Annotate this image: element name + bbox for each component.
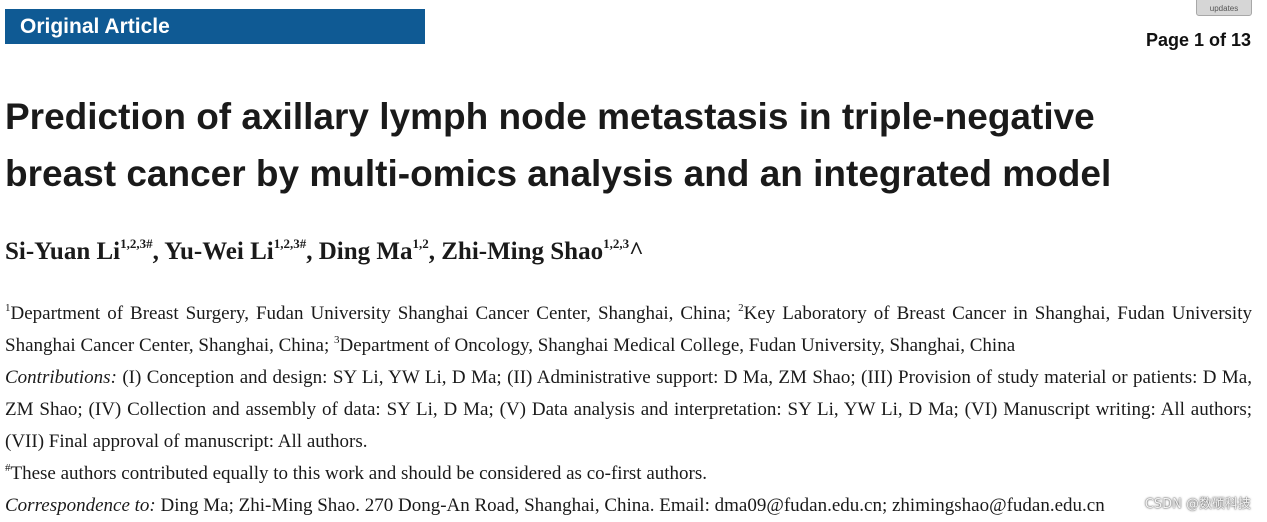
affiliation-text: Department of Oncology, Shanghai Medical… — [339, 335, 1016, 356]
author-affiliation-marker: 1,2,3# — [120, 236, 153, 251]
article-title: Prediction of axillary lymph node metast… — [5, 88, 1255, 202]
equal-contribution-note: #These authors contributed equally to th… — [5, 458, 1252, 490]
correspondence: Correspondence to: Ding Ma; Zhi-Ming Sha… — [5, 490, 1252, 522]
affiliation-number: 1 — [5, 302, 11, 314]
title-line-1: Prediction of axillary lymph node metast… — [5, 96, 1095, 137]
affiliation-text: Department of Breast Surgery, Fudan Univ… — [10, 303, 739, 324]
article-type-banner: Original Article — [5, 9, 425, 44]
author-affiliation-marker: 1,2,3# — [273, 236, 307, 251]
affiliation-number: 3 — [334, 334, 340, 346]
author-separator: , — [306, 238, 319, 265]
author-list: Si-Yuan Li1,2,3#, Yu-Wei Li1,2,3#, Ding … — [5, 236, 1255, 268]
title-line-2: breast cancer by multi-omics analysis an… — [5, 153, 1112, 194]
contributions-label: Contributions: — [5, 367, 117, 388]
author-name: Yu-Wei Li — [164, 238, 274, 265]
correspondence-text: Ding Ma; Zhi-Ming Shao. 270 Dong-An Road… — [155, 495, 1105, 516]
csdn-watermark: CSDN @数硕科技 — [1144, 497, 1251, 512]
equal-contribution-text: These authors contributed equally to thi… — [10, 463, 708, 484]
check-for-updates-badge[interactable]: updates — [1196, 0, 1252, 16]
equal-contribution-mark: # — [5, 462, 11, 474]
corresponding-author-caret: ^ — [629, 238, 644, 265]
author-name: Si-Yuan Li — [5, 238, 121, 265]
page-indicator: Page 1 of 13 — [1145, 30, 1251, 50]
contributions-text: (I) Conception and design: SY Li, YW Li,… — [5, 367, 1252, 452]
author-affiliation-marker: 1,2 — [412, 236, 429, 251]
author-separator: , — [152, 238, 165, 265]
author-affiliation-marker: 1,2,3 — [603, 236, 630, 251]
contributions: Contributions: (I) Conception and design… — [5, 362, 1252, 458]
affiliations: 1Department of Breast Surgery, Fudan Uni… — [5, 298, 1252, 362]
affiliation-number: 2 — [738, 302, 744, 314]
author-name: Zhi-Ming Shao — [441, 238, 604, 265]
author-name: Ding Ma — [318, 238, 413, 265]
affiliation-text: Key Laboratory of Breast Cancer in Shang… — [5, 303, 1252, 356]
author-separator: , — [428, 238, 442, 265]
correspondence-label: Correspondence to: — [5, 495, 156, 516]
